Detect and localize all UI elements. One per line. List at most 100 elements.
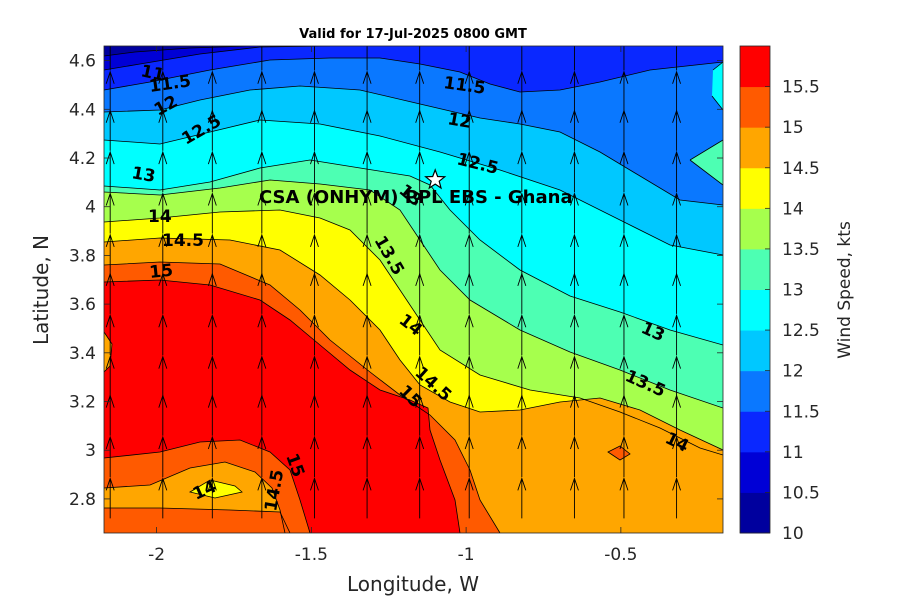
wind-arrow [105,476,115,519]
station-label: CSA (ONHYM) PPL EBS - Ghana [259,187,573,208]
contour-line-16 [104,279,461,533]
wind-arrow [672,150,682,193]
wind-arrow [158,313,168,356]
wind-arrow [362,233,372,275]
x-axis-label: Longitude, W [347,572,479,596]
contour-line-dip-b [104,461,286,533]
wind-arrow [105,355,115,397]
wind-arrow [257,313,267,356]
wind-arrow [570,192,579,234]
wind-arrow [415,435,425,477]
wind-arrow [570,435,579,477]
wind-arrow [310,233,319,275]
colorbar-tick-label: 14.5 [782,159,820,179]
wind-arrow [517,70,527,112]
wind-arrow [158,476,168,519]
wind-arrow [158,192,168,234]
station-star-icon [424,168,447,190]
y-tick-label: 3.2 [69,393,96,413]
wind-arrow [362,313,372,356]
wind-arrow [314,46,315,71]
wind-arrow [672,476,682,519]
wind-arrow [464,150,474,193]
colorbar-tick-label: 13 [782,281,804,301]
wind-arrow [362,70,372,112]
y-tick-label: 4.4 [69,100,96,120]
y-tick-label: 4 [85,198,96,218]
wind-arrow [109,46,111,71]
y-tick-label: 3.4 [69,344,96,364]
wind-arrow [619,476,629,519]
wind-arrow [464,313,474,356]
contour-label: 14.5 [162,231,204,251]
wind-arrow [415,233,425,275]
colorbar-swatch [740,289,770,331]
contour-line-dip-d [104,507,291,533]
colorbar-swatch [740,127,770,169]
wind-vectors [105,46,682,519]
contour-label: 13 [130,163,157,187]
wind-arrow [468,46,470,71]
colorbar-tick-label: 10.5 [782,483,820,503]
contour-line-dip-a [104,439,311,533]
colorbar-swatch [740,451,770,493]
wind-arrow [105,313,115,356]
wind-arrow [158,70,168,112]
contour-bands [104,46,723,533]
wind-arrow [570,70,579,112]
colorbar-swatch [740,208,770,250]
wind-arrow [310,70,319,112]
x-tick-label: -0.5 [604,545,637,565]
wind-arrow [619,313,629,356]
wind-arrow [619,150,629,193]
contour-label: 15 [148,261,174,283]
wind-arrow [257,355,267,397]
wind-arrow [362,192,372,234]
contour-plot-area [104,46,723,533]
contour-line-15.5 [104,261,501,533]
wind-arrow [419,46,421,71]
colorbar-tick-label: 11 [782,443,804,463]
y-tick-label: 3.6 [69,295,96,315]
station-marker: CSA (ONHYM) PPL EBS - Ghana [259,168,573,208]
x-tick-label: -2 [148,545,165,565]
colorbar-swatch [740,167,770,209]
wind-arrow [310,150,319,193]
colorbar-swatch [740,330,770,372]
wind-arrow [257,192,267,234]
wind-arrow [310,313,319,356]
wind-arrow [464,435,474,477]
wind-arrow [464,355,474,397]
y-tick-label: 2.8 [69,490,96,510]
wind-arrow [570,150,579,193]
wind-arrow [362,150,372,193]
y-axis: 2.8 3 3.2 3.4 3.6 3.8 4 4.2 4.4 4.6 [69,52,723,510]
wind-arrow [415,150,425,193]
wind-arrow [517,355,527,397]
x-tick-label: -1.5 [295,545,328,565]
wind-arrow [517,192,527,234]
wind-arrow [158,355,168,397]
wind-arrow [310,435,319,477]
wind-arrow [672,313,682,356]
wind-arrow [570,476,579,519]
x-tick-label: -1 [458,545,475,565]
wind-arrow [310,192,319,234]
contour-line-13 [104,119,723,256]
contour-line-blob [607,445,631,461]
wind-arrow [672,233,682,275]
wind-arrow [619,435,629,477]
wind-arrow [464,233,474,275]
colorbar-tick-label: 14 [782,199,804,219]
colorbar: 10 10.5 11 11.5 12 12.5 13 13.5 14 14.5 15 15.5 [739,45,820,544]
contour-line-12 [104,57,723,93]
colorbar-swatch [740,411,770,453]
wind-arrow [415,70,425,112]
wind-arrow [366,46,368,71]
wind-arrow [207,355,217,397]
wind-arrow [517,435,527,477]
wind-arrow [310,355,319,397]
contour-label: 14 [148,207,172,227]
wind-arrow [257,233,267,275]
wind-arrow [517,150,527,193]
